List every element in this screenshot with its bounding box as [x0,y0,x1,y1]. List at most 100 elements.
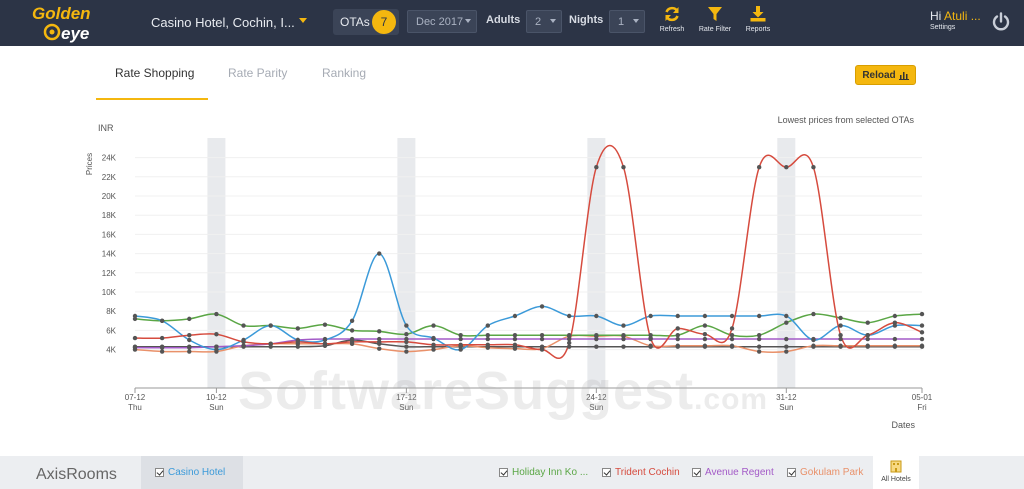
data-point-holiday-inn-ko [621,333,626,338]
data-point-other-ota [756,344,762,349]
tab-rate-parity[interactable]: Rate Parity [228,66,288,80]
data-point-trident-cochin [187,333,192,338]
data-point-other-ota [594,344,599,349]
tab-rate-shopping[interactable]: Rate Shopping [115,66,195,80]
month-select[interactable]: Dec 2017 [407,10,477,33]
x-tick-date: 07-12 [125,393,146,402]
adults-value: 2 [535,15,542,28]
data-point-trident-cochin [458,342,463,347]
data-point-casino-hotel [268,323,273,328]
data-point-gokulam-park [756,349,762,354]
refresh-button[interactable]: Refresh [652,5,692,39]
data-point-casino-hotel [784,313,789,319]
data-point-avenue-regent [892,336,898,342]
all-hotels-button[interactable]: All Hotels [873,456,919,489]
data-point-avenue-regent [458,336,463,342]
y-tick-label: 8K [106,307,116,316]
nights-select[interactable]: 1 [609,10,645,33]
data-point-other-ota [404,344,409,349]
x-tick-date: 24-12 [586,393,607,402]
data-point-gokulam-park [648,343,653,348]
data-point-holiday-inn-ko [295,326,301,331]
data-point-trident-cochin [892,320,898,325]
y-tick-label: 6K [106,326,116,335]
refresh-label: Refresh [659,26,685,33]
legend-trident-cochin[interactable]: Trident Cochin [602,467,680,478]
active-tab-indicator [96,98,208,100]
reload-button[interactable]: Reload [855,65,916,85]
data-point-other-ota [567,344,572,349]
data-point-other-ota [621,344,626,349]
data-point-gokulam-park [919,343,925,348]
data-point-casino-hotel [756,313,762,319]
data-point-holiday-inn-ko [594,333,599,338]
reload-label: Reload [862,69,896,81]
data-point-avenue-regent [132,345,138,350]
hotel-selector-label: Casino Hotel, Cochin, I... [151,14,295,30]
golden-eye-logo[interactable]: Golden eye [30,3,122,43]
data-point-gokulam-park [404,349,409,354]
data-point-gokulam-park [377,346,382,351]
checkbox[interactable] [787,468,796,477]
data-point-holiday-inn-ko [377,329,382,334]
checkbox[interactable] [499,468,508,477]
settings-link[interactable]: Settings [930,24,956,31]
legend-casino-hotel[interactable]: Casino Hotel [155,467,225,478]
filter-icon [708,7,722,21]
data-point-holiday-inn-ko [702,323,708,328]
svg-text:Golden: Golden [32,4,91,23]
x-tick-date: 10-12 [206,393,227,402]
checkbox[interactable] [602,468,611,477]
tab-ranking[interactable]: Ranking [322,66,367,80]
x-axis-title: Dates [891,420,915,430]
data-point-casino-hotel [322,337,328,343]
legend-gokulam-park[interactable]: Gokulam Park [787,467,863,478]
data-point-casino-hotel [702,313,708,319]
svg-text:eye: eye [61,24,89,43]
reports-label: Reports [745,26,771,33]
data-point-casino-hotel [214,347,219,352]
data-point-holiday-inn-ko [322,322,328,327]
all-hotels-label: All Hotels [881,476,911,483]
adults-label: Adults [486,14,521,26]
data-point-avenue-regent [729,336,735,342]
data-point-casino-hotel [811,337,816,343]
x-tick-day: Thu [128,403,142,412]
data-point-trident-cochin [241,339,246,345]
data-point-avenue-regent [756,336,762,342]
otas-button[interactable]: OTAs 7 [333,9,399,35]
greeting-prefix: Hi [930,9,942,23]
data-point-gokulam-park [159,349,165,354]
x-tick-date: 17-12 [396,393,417,402]
legend-avenue-regent[interactable]: Avenue Regent [692,467,774,478]
reports-button[interactable]: Reports [738,5,778,39]
data-point-avenue-regent [187,345,192,350]
checkbox[interactable] [692,468,701,477]
data-point-trident-cochin [919,330,925,335]
data-point-holiday-inn-ko [756,333,762,338]
data-point-casino-hotel [567,313,572,319]
adults-select[interactable]: 2 [526,10,562,33]
data-point-trident-cochin [784,165,789,170]
legend-label: Casino Hotel [168,467,226,478]
bar-chart-icon [898,71,909,80]
rate-filter-button[interactable]: Rate Filter [695,5,735,39]
data-point-holiday-inn-ko [729,333,735,338]
power-icon[interactable] [991,12,1011,32]
y-tick-label: 24K [102,154,117,163]
user-greeting[interactable]: Hi Atuli ... [930,9,981,23]
hotel-selector[interactable]: Casino Hotel, Cochin, I... [140,9,315,35]
y-tick-label: 10K [102,288,117,297]
data-point-avenue-regent [485,336,490,342]
data-point-trident-cochin [132,335,138,341]
data-point-trident-cochin [431,342,436,347]
checkbox[interactable] [155,468,164,477]
legend-label: Avenue Regent [705,467,774,478]
data-point-casino-hotel [838,323,843,328]
data-point-trident-cochin [838,333,843,338]
x-tick-date: 05-01 [912,393,933,402]
legend-holiday-inn[interactable]: Holiday Inn Ko ... [499,467,588,478]
data-point-avenue-regent [919,336,925,342]
